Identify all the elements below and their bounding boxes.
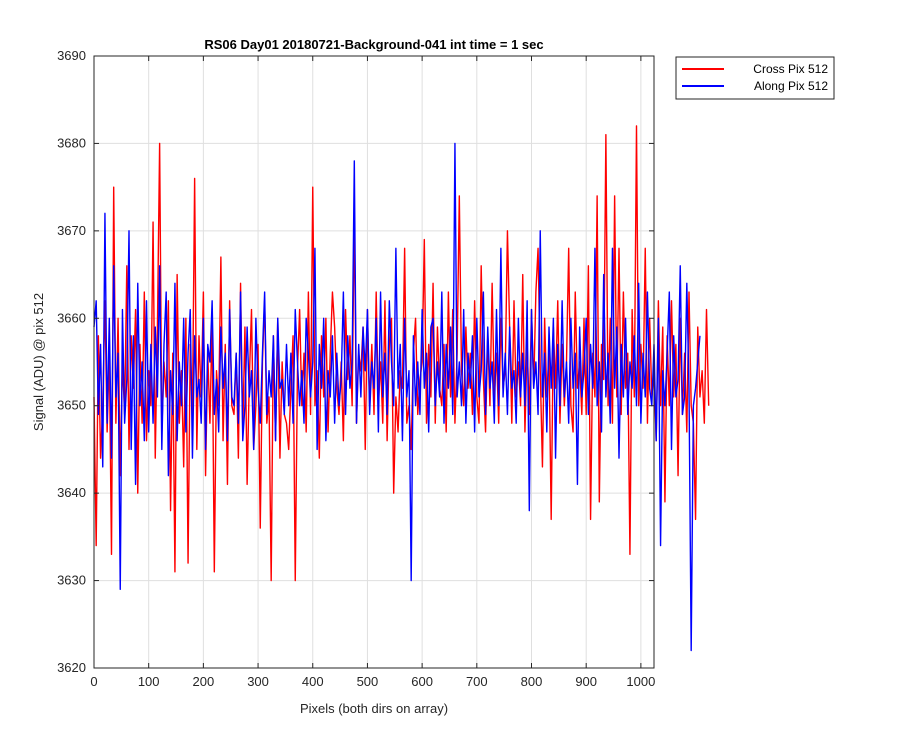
ticks: 0 100 200 300 400 500 600 700 800 900 1000 3620 3630… (57, 48, 655, 689)
legend: Cross Pix 512 Along Pix 512 (675, 56, 835, 100)
axes-box (93, 55, 655, 669)
x-tick-label: 500 (357, 674, 379, 689)
y-tick-label: 3680 (57, 135, 86, 150)
x-tick-label: 900 (575, 674, 597, 689)
y-tick-label: 3690 (57, 48, 86, 63)
x-tick-label: 700 (466, 674, 488, 689)
y-tick-label: 3630 (57, 573, 86, 588)
y-tick-label: 3670 (57, 223, 86, 238)
y-tick-label: 3640 (57, 485, 86, 500)
x-axis-label: Pixels (both dirs on array) (300, 701, 448, 716)
x-tick-label: 1000 (626, 674, 655, 689)
x-tick-label: 0 (90, 674, 97, 689)
y-tick-label: 3660 (57, 310, 86, 325)
x-tick-label: 800 (521, 674, 543, 689)
legend-box (675, 56, 835, 100)
x-tick-label: 100 (138, 674, 160, 689)
x-tick-label: 200 (193, 674, 215, 689)
series-layer (93, 125, 710, 652)
x-tick-label: 300 (247, 674, 269, 689)
x-tick-label: 600 (411, 674, 433, 689)
legend-label: Along Pix 512 (754, 79, 828, 93)
y-tick-label: 3650 (57, 398, 86, 413)
legend-label: Cross Pix 512 (753, 62, 828, 76)
y-tick-label: 3620 (57, 660, 86, 675)
chart-title: RS06 Day01 20180721-Background-041 int t… (204, 37, 543, 52)
y-axis-label: Signal (ADU) @ pix 512 (31, 293, 46, 431)
x-tick-label: 400 (302, 674, 324, 689)
series-line-2 (93, 142, 701, 652)
